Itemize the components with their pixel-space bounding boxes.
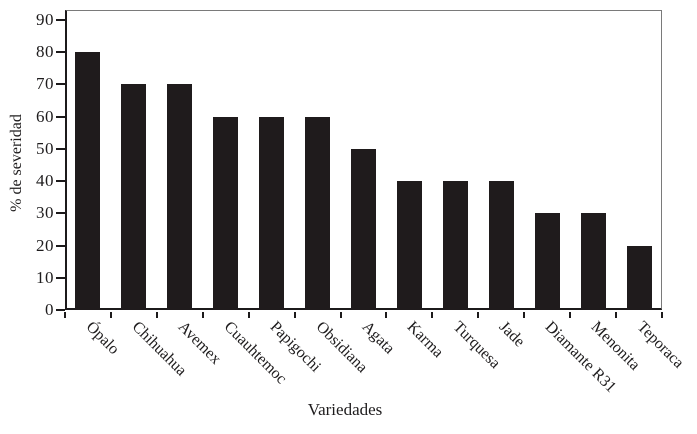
- bar: [259, 117, 285, 310]
- y-tick: [56, 244, 65, 247]
- x-tick: [569, 312, 572, 318]
- y-tick-label: 30: [36, 203, 54, 223]
- y-tick-label: 50: [36, 138, 54, 158]
- x-category-label: Teporaca: [633, 318, 688, 372]
- x-tick: [201, 312, 204, 318]
- y-tick: [56, 147, 65, 150]
- x-tick: [615, 312, 618, 318]
- y-tick-label: 80: [36, 42, 54, 62]
- x-axis-title: Variedades: [307, 400, 383, 419]
- y-tick: [56, 83, 65, 86]
- bar: [121, 84, 147, 310]
- x-tick: [385, 312, 388, 318]
- bar: [626, 246, 652, 310]
- bar: [213, 117, 239, 310]
- bar: [488, 181, 514, 310]
- x-tick: [247, 312, 250, 318]
- y-tick-label: 70: [36, 74, 54, 94]
- y-tick: [56, 309, 65, 311]
- x-tick: [64, 312, 66, 318]
- y-tick: [56, 276, 65, 279]
- y-tick-label: 60: [36, 106, 54, 126]
- x-category-label: Karma: [404, 318, 447, 362]
- bar: [351, 149, 376, 310]
- y-tick: [56, 51, 65, 54]
- x-tick: [109, 312, 112, 318]
- y-tick: [56, 19, 65, 21]
- y-tick-label: 90: [36, 10, 54, 29]
- y-tick-label: 20: [36, 235, 54, 255]
- bar: [580, 213, 606, 310]
- bar: [305, 117, 331, 310]
- bar: [167, 84, 193, 310]
- x-tick: [155, 312, 158, 318]
- x-category-label: Turquesa: [450, 318, 504, 373]
- x-category-label: Jade: [495, 318, 529, 351]
- x-tick: [661, 312, 663, 318]
- x-category-label: Agata: [358, 318, 398, 358]
- bar: [75, 52, 101, 310]
- y-tick: [56, 115, 65, 118]
- bar: [534, 213, 560, 310]
- x-category-label: Ópalo: [82, 318, 123, 358]
- y-tick: [56, 212, 65, 215]
- bar: [442, 181, 468, 310]
- y-tick-label: 0: [45, 300, 54, 319]
- y-tick-label: 40: [36, 171, 54, 191]
- y-tick: [56, 180, 65, 183]
- x-tick: [477, 312, 480, 318]
- bar: [396, 181, 422, 310]
- x-tick: [431, 312, 434, 318]
- x-tick: [523, 312, 526, 318]
- x-tick: [293, 312, 296, 318]
- y-tick-label: 10: [36, 267, 54, 287]
- x-tick: [339, 312, 342, 318]
